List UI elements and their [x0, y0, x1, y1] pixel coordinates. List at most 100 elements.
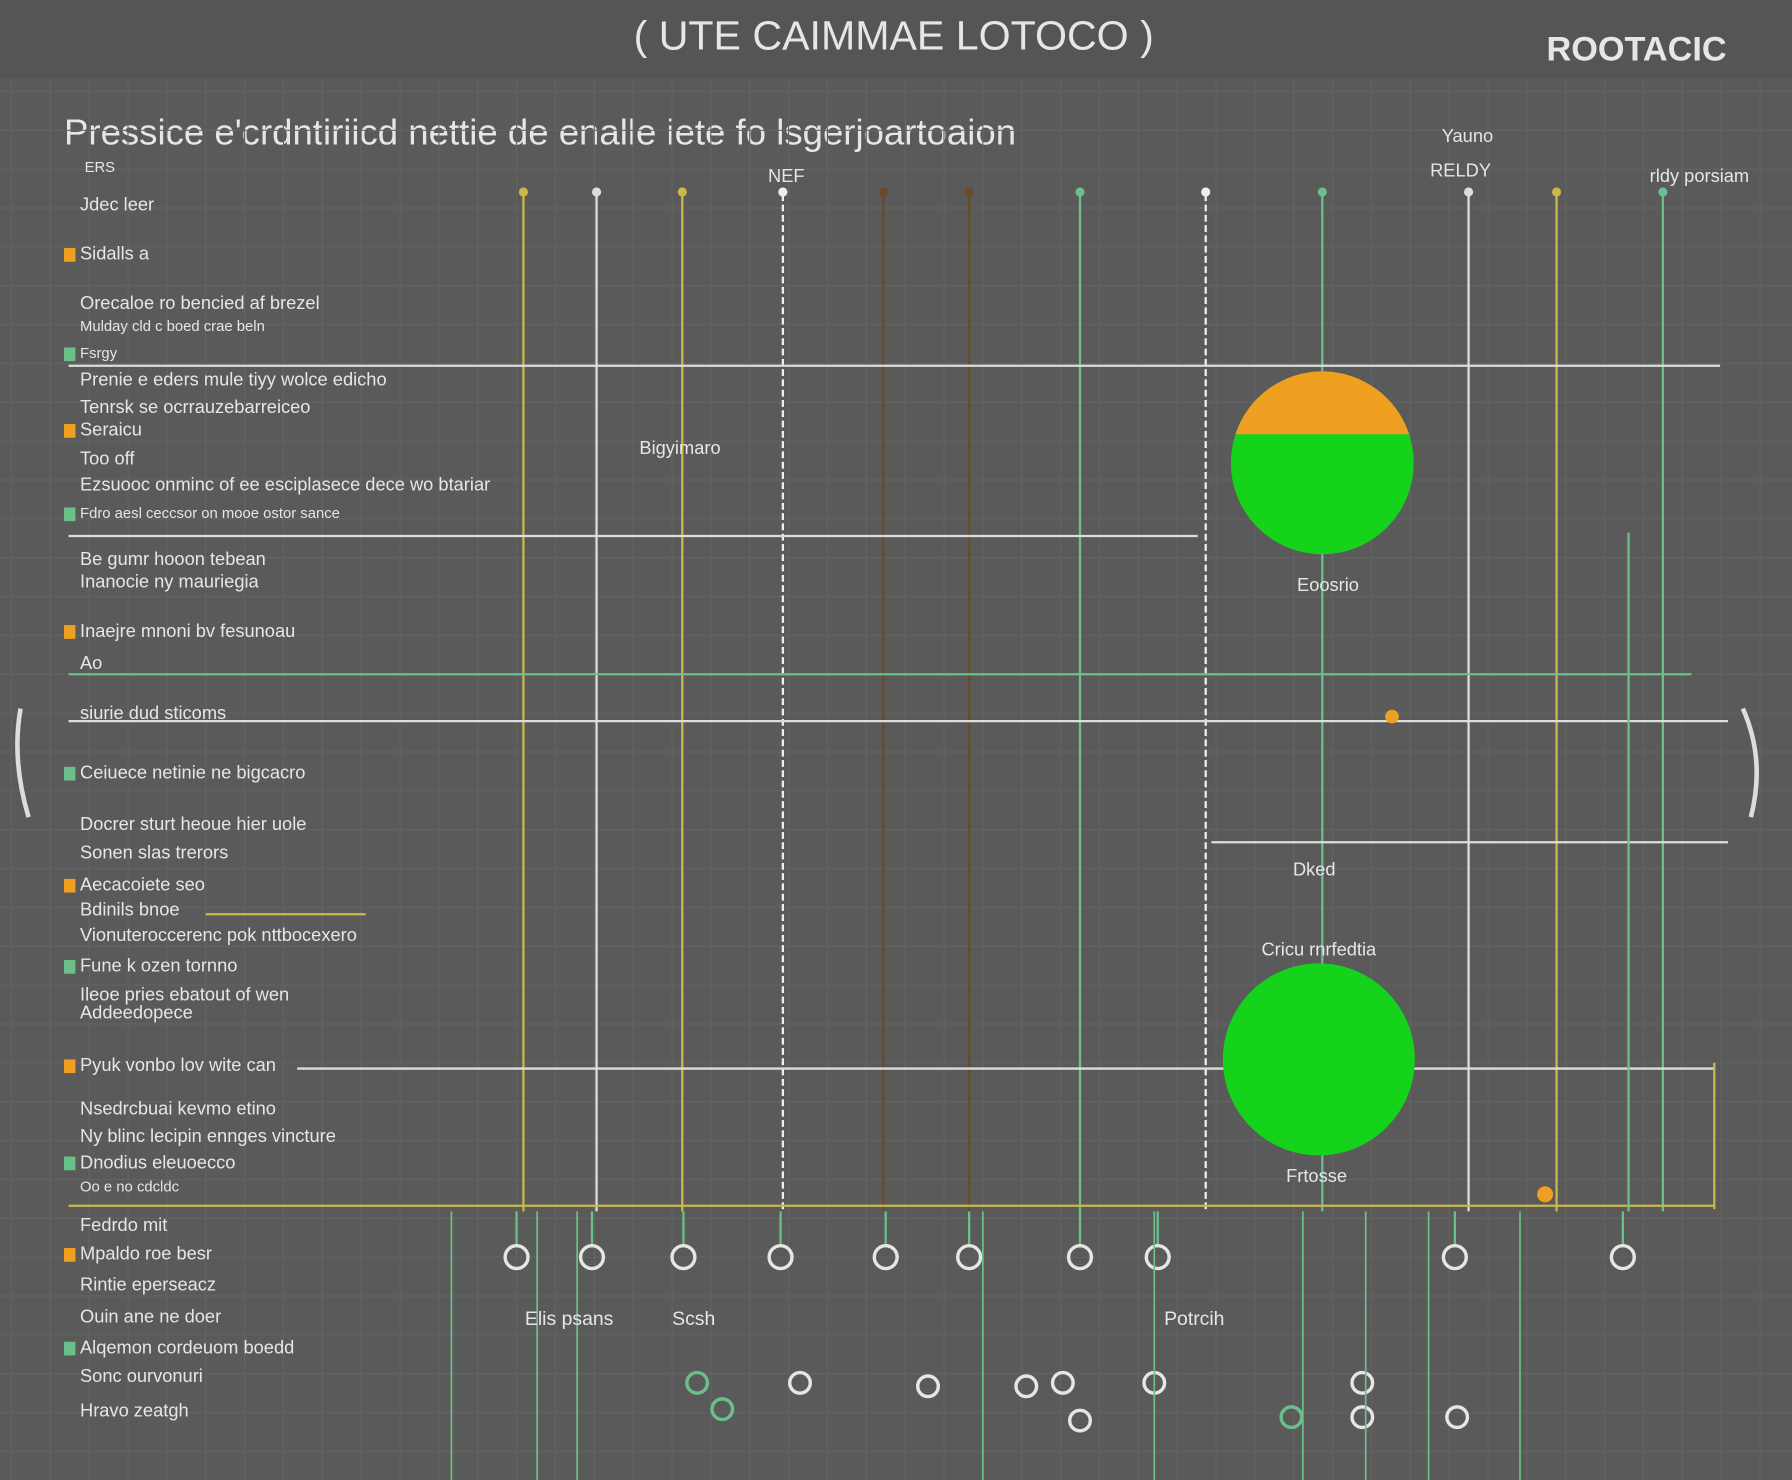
- node: [964, 187, 974, 197]
- list-item: Hravo zeatgh: [80, 1399, 189, 1420]
- heading: Pressice e'crdntiriicd nettie de enalle …: [64, 112, 1016, 153]
- list-item: Sidalls a: [80, 243, 150, 264]
- shapes: [15, 371, 1759, 1156]
- port: [956, 1244, 983, 1271]
- list-item: Ezsuooc onminc of ee esciplasece dece wo…: [80, 474, 490, 495]
- bullet: [64, 507, 76, 522]
- column-label: Yauno: [1442, 125, 1493, 146]
- port: [1441, 1244, 1468, 1271]
- top-bar: [0, 0, 1792, 78]
- list-item: Alqemon cordeuom boedd: [80, 1336, 294, 1357]
- list-item: Vionuteroccerenc pok nttbocexero: [80, 924, 357, 945]
- column-label: NEF: [768, 165, 805, 186]
- list-item: Rintie eperseacz: [80, 1274, 216, 1295]
- port: [1279, 1405, 1304, 1430]
- node: [1464, 187, 1474, 197]
- bullet: [64, 960, 76, 974]
- list-item: Jdec leer: [80, 194, 154, 215]
- list-item: Mulday cld c boed crae beln: [80, 319, 265, 335]
- port: [1350, 1405, 1375, 1430]
- port: [767, 1244, 794, 1271]
- header-right: ROOTACIC: [1546, 30, 1726, 68]
- bottom-label: Scsh: [672, 1308, 715, 1330]
- node: [592, 187, 602, 197]
- header-title: ( UTE CAIMMAE LOTOCO ): [634, 13, 1154, 59]
- list-item: Fsrgy: [80, 346, 118, 362]
- bullet: [64, 424, 76, 438]
- bracket: [1740, 707, 1759, 818]
- list-item: Bdinils bnoe: [80, 899, 180, 920]
- bottom-label: Elis psans: [525, 1308, 613, 1330]
- node: [878, 187, 888, 197]
- port: [710, 1397, 735, 1422]
- port: [578, 1244, 606, 1271]
- port: [1445, 1405, 1470, 1430]
- center-label: Frtosse: [1286, 1165, 1347, 1186]
- status-segment: [1235, 371, 1410, 435]
- list-item: Mpaldo roe besr: [80, 1243, 212, 1264]
- port: [670, 1244, 697, 1271]
- list-item: Prenie e eders mule tiyy wolce edicho: [80, 368, 387, 389]
- port: [1609, 1244, 1636, 1271]
- list-item: Inaejre mnoni bv fesunoau: [80, 620, 295, 641]
- list-item: Fedrdo mit: [80, 1214, 167, 1235]
- port: [916, 1374, 940, 1399]
- bullet: [64, 347, 76, 362]
- node: [778, 187, 788, 197]
- port: [1144, 1244, 1171, 1271]
- bullet: [64, 625, 76, 639]
- list-item: ERS: [85, 160, 116, 176]
- list-item: Ceiuece netinie ne bigcacro: [80, 762, 305, 783]
- port: [1014, 1374, 1039, 1399]
- port: [685, 1370, 710, 1395]
- labels: ERS Jdec leer Sidalls a Orecaloe ro bencied…: [64, 125, 1749, 1420]
- bottom-label: Potrcih: [1164, 1308, 1224, 1330]
- port: [872, 1244, 899, 1271]
- bullet: [64, 878, 76, 893]
- bracket: [15, 708, 31, 818]
- list-item: Ny blinc lecipin ennges vincture: [80, 1125, 336, 1146]
- node: [518, 187, 528, 197]
- status-disc: [1222, 963, 1415, 1156]
- list-item: Docrer sturt heoue hier uole: [80, 813, 306, 834]
- list-item: Addeedopece: [80, 1002, 193, 1023]
- list-item: Sonen slas trerors: [80, 842, 228, 863]
- list-item: Orecaloe ro bencied af brezel: [80, 292, 320, 313]
- list-item: Too off: [80, 447, 135, 468]
- node: [1317, 187, 1327, 197]
- center-label: Bigyimaro: [639, 437, 720, 458]
- list-item: Ouin ane ne doer: [80, 1306, 221, 1327]
- list-item: Ileoe pries ebatout of wen: [80, 983, 289, 1004]
- bullet: [64, 1059, 76, 1074]
- bullet: [64, 766, 76, 781]
- marker: [1385, 709, 1399, 724]
- list-item: Fdro aesl ceccsor on mooe ostor sance: [80, 506, 340, 522]
- port: [1066, 1244, 1094, 1271]
- node: [1658, 187, 1668, 197]
- list-item: Inanocie ny mauriegia: [80, 571, 260, 592]
- list-item: siurie dud sticoms: [80, 702, 226, 723]
- list-item: Nsedrcbuai kevmo etino: [80, 1098, 276, 1119]
- bullet: [64, 1248, 76, 1262]
- bullet: [64, 1156, 76, 1171]
- list-item: Pyuk vonbo lov wite can: [80, 1054, 276, 1075]
- list-item: Dnodius eleuoecco: [80, 1151, 235, 1172]
- grid: [0, 80, 1792, 1480]
- list-item: Fune k ozen tornno: [80, 955, 237, 976]
- center-label: Eoosrio: [1297, 574, 1359, 595]
- port: [788, 1370, 812, 1395]
- port: [503, 1244, 530, 1271]
- node: [1552, 187, 1562, 197]
- node: [1075, 187, 1085, 197]
- list-item: Ao: [80, 652, 102, 673]
- node: [1201, 187, 1211, 197]
- node: [677, 187, 687, 197]
- port: [1050, 1370, 1075, 1395]
- column-label: RELDY: [1430, 159, 1491, 180]
- center-label: Cricu rnrfedtia: [1261, 939, 1377, 960]
- list-item: Seraicu: [80, 419, 142, 440]
- marker: [1537, 1186, 1554, 1203]
